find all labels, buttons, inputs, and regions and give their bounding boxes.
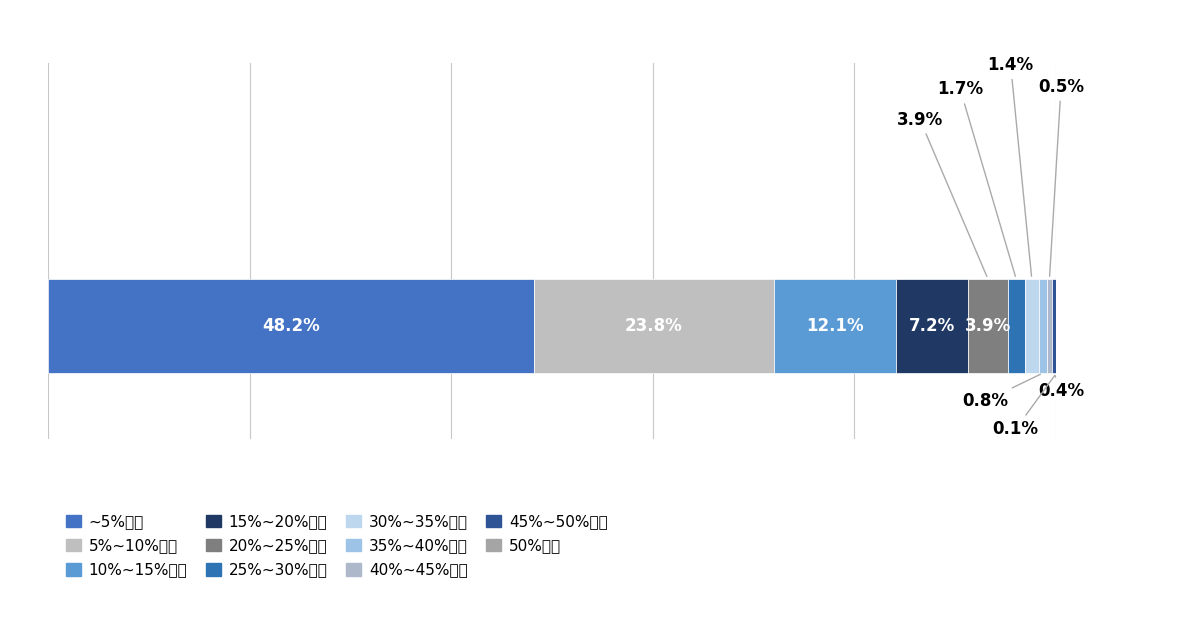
Text: 0.5%: 0.5%	[1038, 78, 1084, 277]
Text: 0.8%: 0.8%	[962, 374, 1040, 410]
Legend: ~5%未満, 5%~10%未満, 10%~15%未満, 15%~20%未満, 20%~25%未満, 25%~30%未満, 30%~35%未満, 35%~40%未: ~5%未満, 5%~10%未満, 10%~15%未満, 15%~20%未満, 2…	[66, 514, 607, 577]
Text: 23.8%: 23.8%	[625, 317, 683, 335]
Text: 3.9%: 3.9%	[896, 110, 986, 277]
Text: 7.2%: 7.2%	[908, 317, 955, 335]
Text: 0.4%: 0.4%	[1038, 376, 1084, 401]
Bar	[1025, 279, 1039, 373]
Text: 48.2%: 48.2%	[262, 317, 320, 335]
Bar	[1008, 279, 1025, 373]
Text: 0.1%: 0.1%	[992, 376, 1055, 438]
Text: 12.1%: 12.1%	[806, 317, 864, 335]
Bar	[774, 279, 895, 373]
Bar	[968, 279, 1008, 373]
Bar	[534, 279, 774, 373]
Bar	[1039, 279, 1046, 373]
Text: 3.9%: 3.9%	[965, 317, 1012, 335]
Bar	[1046, 279, 1052, 373]
Bar	[895, 279, 968, 373]
Text: 1.4%: 1.4%	[988, 56, 1033, 277]
Bar	[1052, 279, 1056, 373]
Bar	[48, 279, 534, 373]
Text: 1.7%: 1.7%	[937, 80, 1015, 277]
